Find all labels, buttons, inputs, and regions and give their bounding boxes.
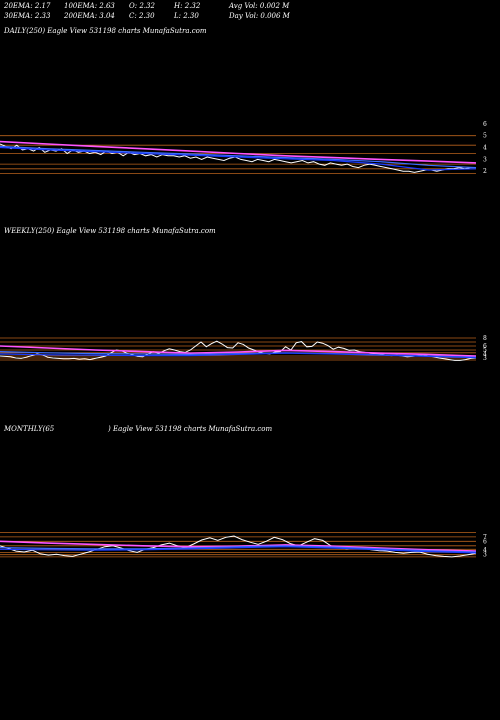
monthly-panel-label-right: ) Eagle View 531198 charts MunafaSutra.c… xyxy=(108,425,273,433)
y-tick-label: 4 xyxy=(483,547,487,554)
ema200-value: 200EMA: 3.04 xyxy=(64,12,115,20)
price-line xyxy=(0,340,477,361)
daily-chart: 6 5 4 3 2 xyxy=(0,121,487,175)
ema_mid-line xyxy=(0,545,477,553)
ema_short-line xyxy=(0,352,477,359)
ema_short-line xyxy=(0,146,477,171)
ema100-value: 100EMA: 2.63 xyxy=(64,2,115,10)
y-tick-label: 4 xyxy=(483,145,487,152)
monthly-chart: 76 43 xyxy=(0,532,487,559)
day-vol-value: Day Vol: 0.006 M xyxy=(229,12,290,20)
ema_mid-line xyxy=(0,145,477,169)
indicator-row-2: 30EMA: 2.33 200EMA: 3.04 C: 2.30 L: 2.30… xyxy=(4,12,484,22)
y-tick-label: 8 xyxy=(483,335,487,342)
avg-vol-value: Avg Vol: 0.002 M xyxy=(229,2,290,10)
y-tick-label: 2 xyxy=(483,168,487,175)
y-tick-label: 4 xyxy=(483,351,487,358)
price-line xyxy=(0,143,476,173)
daily-panel-label: DAILY(250) Eagle View 531198 charts Muna… xyxy=(4,27,207,35)
y-tick-label: 6 xyxy=(483,343,487,350)
y-tick-label: 5 xyxy=(483,347,487,354)
y-tick-label: 3 xyxy=(483,156,487,163)
ema_long-line xyxy=(0,140,477,164)
y-tick-label: 5 xyxy=(483,133,487,140)
low-value: L: 2.30 xyxy=(174,12,199,20)
y-tick-label: 7 xyxy=(483,534,487,541)
open-value: O: 2.32 xyxy=(129,2,155,10)
monthly-panel-label-left: MONTHLY(65 xyxy=(4,425,55,433)
ema_long-line xyxy=(0,345,477,357)
price-line xyxy=(0,535,477,558)
close-value: C: 2.30 xyxy=(129,12,155,20)
indicator-row-1: 20EMA: 2.17 100EMA: 2.63 O: 2.32 H: 2.32… xyxy=(4,2,484,12)
y-tick-label: 6 xyxy=(483,538,487,545)
weekly-panel-label: WEEKLY(250) Eagle View 531198 charts Mun… xyxy=(4,227,216,235)
y-tick-label: 6 xyxy=(483,121,487,128)
ema_short-line xyxy=(0,546,477,554)
y-tick-label: 3 xyxy=(483,552,487,559)
ema20-value: 20EMA: 2.17 xyxy=(4,2,51,10)
ema30-value: 30EMA: 2.33 xyxy=(4,12,51,20)
high-value: H: 2.32 xyxy=(174,2,201,10)
y-tick-label: 3 xyxy=(483,355,487,362)
